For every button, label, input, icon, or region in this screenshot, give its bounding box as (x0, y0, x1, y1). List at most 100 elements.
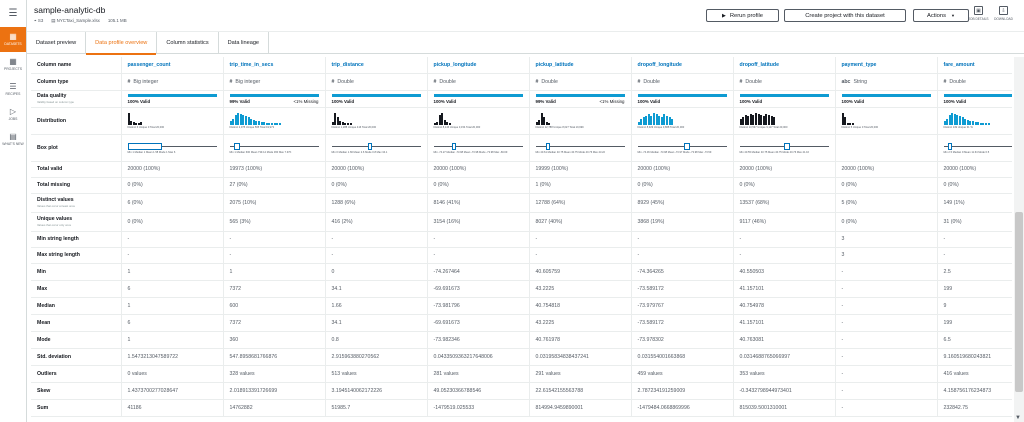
nav-item-jobs[interactable]: ▷ JOBS (8, 107, 18, 122)
row-label: Median (31, 297, 122, 315)
distribution-stats: Distinct 13,537 Unique 9,117 Total 20,00… (739, 125, 788, 129)
create-project-button[interactable]: Create project with this dataset (784, 9, 906, 22)
stat-value: 7372 (223, 280, 326, 298)
row-label: Min string length (31, 231, 122, 248)
column-name[interactable]: trip_distance (331, 61, 364, 68)
histogram-bar (964, 118, 967, 125)
histogram-bar (849, 123, 852, 125)
stat-value: -73.589172 (631, 314, 734, 332)
stat-value: -73.978302 (631, 331, 734, 349)
column-name[interactable]: pickup_latitude (535, 61, 574, 68)
column-name[interactable]: dropoff_longitude (637, 61, 682, 68)
box-plot[interactable] (739, 142, 829, 151)
menu-icon[interactable]: ☰ (8, 8, 18, 19)
data-quality-bar (433, 93, 523, 97)
scroll-down-icon[interactable]: ▼ (1015, 415, 1021, 421)
jobs-icon: ▷ (9, 107, 17, 116)
nav-item-what-s-new[interactable]: ▤ WHAT'S NEW (2, 132, 24, 147)
histogram-bar (844, 117, 847, 125)
box-plot-stats: Min 40.55 Median 40.75 Mean 40.75 Mode 4… (739, 150, 810, 154)
tab-data-lineage[interactable]: Data lineage (219, 32, 270, 54)
type-icon: # (229, 78, 233, 85)
distribution-cell: Distinct 1,288 Unique 416 Total 20,000 (325, 107, 428, 135)
histogram[interactable] (637, 112, 727, 125)
histogram[interactable] (943, 112, 1013, 125)
vertical-scrollbar[interactable]: ▼ (1014, 57, 1024, 422)
histogram-bar (341, 122, 344, 125)
valid-percent: 100% Valid (331, 98, 355, 104)
box-plot[interactable] (127, 142, 217, 151)
row-mean: Mean 6 7372 34.1 -69.691673 43.2225 -73.589172… (31, 314, 1012, 332)
histogram[interactable] (229, 112, 319, 125)
histogram[interactable] (841, 112, 931, 125)
nav-item-recipes[interactable]: ☰ RECIPES (5, 82, 21, 97)
column-name[interactable]: pickup_longitude (433, 61, 477, 68)
box-plot[interactable] (229, 142, 319, 151)
stat-value: 1.4373700277028647 (121, 382, 224, 400)
valid-percent: 100% Valid (433, 98, 457, 104)
stat-value: 9.160519680243821 (937, 348, 1012, 366)
histogram-bar (331, 122, 334, 125)
stat-value: 547.8958681766876 (223, 348, 326, 366)
row-label: Column type (31, 73, 122, 91)
distribution-stats: Distinct 12,788 Unique 8,027 Total 19,99… (535, 125, 584, 129)
histogram-bar (433, 123, 436, 125)
tab-dataset-preview[interactable]: Dataset preview (27, 32, 87, 54)
histogram-bar (334, 112, 337, 125)
histogram-bar (749, 113, 752, 125)
stat-value: - (529, 231, 632, 248)
column-type: # Double (427, 73, 530, 91)
histogram-bar (846, 123, 849, 125)
histogram[interactable] (739, 112, 829, 125)
stat-value: -1479484.0668869996 (631, 399, 734, 417)
caret-down-icon: ▼ (951, 13, 955, 18)
stat-value: 0 (0%) (631, 177, 734, 194)
histogram-bar (237, 112, 240, 125)
histogram-bar (127, 112, 130, 125)
column-name[interactable]: dropoff_latitude (739, 61, 779, 68)
row-distribution: Distribution Distinct 6 Unique 0 Total 20… (31, 107, 1013, 135)
tab-column-statistics[interactable]: Column statistics (157, 32, 219, 54)
actions-button[interactable]: Actions ▼ (913, 9, 969, 22)
scrollbar-thumb[interactable] (1015, 212, 1023, 392)
histogram-bar (757, 113, 760, 125)
row-sublabel: Values that occur at least once (37, 204, 76, 208)
box-body (233, 142, 240, 150)
job-details-button[interactable]: ▣ JOB DETAILS (968, 6, 989, 21)
box-plot[interactable] (433, 142, 523, 151)
rerun-profile-button[interactable]: ▶ Rerun profile (706, 9, 779, 22)
datasets-icon: ▦ (9, 32, 17, 41)
column-name[interactable]: payment_type (841, 61, 877, 68)
stat-value: -1479519.025533 (427, 399, 530, 417)
histogram[interactable] (433, 112, 523, 125)
box-plot-cell: Min 0 Median 1.66 Mean 2.6 Mode 0.8 Max … (325, 134, 428, 162)
column-name[interactable]: passenger_count (127, 61, 171, 68)
histogram[interactable] (535, 112, 625, 125)
stat-value: 1 (121, 297, 224, 315)
box-plot[interactable] (331, 142, 421, 151)
row-min-string-length: Min string length - - - - - - -3- (31, 231, 1012, 248)
stat-value: 20000 (100%) (937, 161, 1012, 178)
column-name[interactable]: fare_amount (943, 61, 975, 68)
histogram-bar (441, 112, 444, 125)
row-label: Distribution (31, 107, 122, 135)
nav-item-projects[interactable]: ▦ PROJECTS (3, 57, 23, 72)
histogram[interactable] (331, 112, 421, 125)
stat-value: - (733, 247, 836, 264)
stat-value: 40.754978 (733, 297, 836, 315)
box-plot[interactable] (535, 142, 625, 151)
box-plot[interactable] (637, 142, 727, 151)
box-plot[interactable] (943, 142, 1012, 151)
histogram-bar (760, 114, 763, 125)
type-icon: # (127, 78, 131, 85)
row-max-string-length: Max string length - - - - - - -3- (31, 247, 1012, 264)
nav-item-datasets[interactable]: ▦ DATASETS (0, 27, 26, 52)
column-name[interactable]: trip_time_in_secs (229, 61, 274, 68)
download-button[interactable]: ⇩ DOWNLOAD (994, 6, 1013, 21)
tab-data-profile-overview[interactable]: Data profile overview (86, 32, 158, 55)
histogram-bar (953, 113, 956, 125)
type-label: Double (949, 78, 966, 85)
box-body (127, 142, 162, 150)
histogram-bar (671, 118, 674, 125)
histogram[interactable] (127, 112, 217, 125)
